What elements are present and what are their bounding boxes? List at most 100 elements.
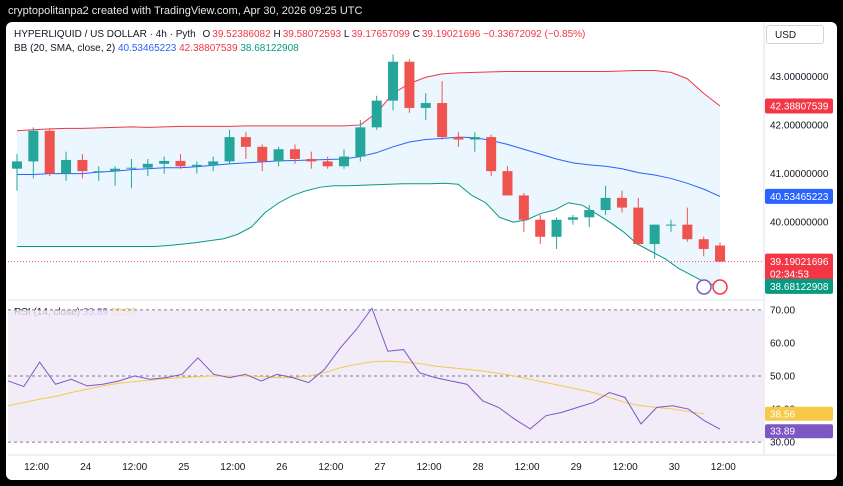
candle <box>616 190 627 213</box>
candle <box>208 156 219 172</box>
candle <box>633 197 644 245</box>
candle <box>715 242 726 263</box>
candle <box>93 166 104 181</box>
symbol-title[interactable]: HYPERLIQUID / US DOLLAR · 4h · Pyth <box>14 29 196 40</box>
low-label: L <box>343 29 350 40</box>
time-tick-label: 30 <box>669 462 681 473</box>
candle <box>469 132 480 152</box>
bb-lower-value: 38.68122908 <box>240 43 299 54</box>
close-label: C <box>412 29 420 40</box>
candle-body <box>453 137 464 140</box>
bb-upper-value: 42.38807539 <box>179 43 238 54</box>
candle-body <box>371 100 382 128</box>
candle-body <box>404 61 415 108</box>
candle <box>486 134 497 176</box>
candle <box>600 185 611 215</box>
candle-body <box>486 137 497 172</box>
candle-body <box>682 224 693 240</box>
candle-body <box>666 224 676 226</box>
candle-body <box>142 163 153 168</box>
watermark: cryptopolitanpa2 created with TradingVie… <box>8 5 363 17</box>
time-tick-label: 12:00 <box>24 462 49 473</box>
candle <box>126 158 137 189</box>
candle-body <box>240 137 251 147</box>
candle-body <box>93 171 104 173</box>
candle-body <box>388 61 399 101</box>
candle <box>404 59 415 113</box>
candle <box>306 151 317 169</box>
candle <box>371 95 382 130</box>
time-tick-label: 12:00 <box>318 462 343 473</box>
candle <box>257 144 268 172</box>
low-value: 39.17657099 <box>351 29 410 40</box>
candle <box>240 132 251 159</box>
time-tick-label: 24 <box>80 462 92 473</box>
time-tick-label: 12:00 <box>122 462 147 473</box>
candle <box>28 127 39 179</box>
candle <box>437 81 448 140</box>
bb-upper-line <box>16 69 721 132</box>
candle <box>61 151 72 181</box>
price-tick-label: 41.00000000 <box>770 169 829 180</box>
candle-body <box>502 171 513 196</box>
candle-body <box>420 103 431 108</box>
event-badge-icon <box>696 279 712 295</box>
candle-body <box>567 217 578 220</box>
bb-basis-value: 40.53465223 <box>117 43 177 54</box>
candle-body <box>159 160 170 164</box>
currency-button[interactable]: USD <box>766 25 824 44</box>
candle-body <box>535 219 546 237</box>
time-tick-label: 27 <box>374 462 386 473</box>
candle <box>698 236 709 257</box>
candle <box>453 132 464 147</box>
candle <box>322 156 333 169</box>
candle <box>535 214 546 245</box>
time-tick-label: 29 <box>571 462 583 473</box>
upper-band-tag: 42.38807539 <box>770 101 829 112</box>
open-value: 39.52386082 <box>212 29 271 40</box>
candle <box>224 129 235 164</box>
candle-body <box>698 239 709 249</box>
rsi-tick-label: 30.00 <box>770 438 795 449</box>
candle-body <box>289 149 300 159</box>
candle <box>502 166 513 196</box>
rsi-tag-bg <box>765 424 833 439</box>
candle-body <box>61 159 72 174</box>
bb-basis-line <box>17 136 721 197</box>
bb-legend[interactable]: BB (20, SMA, close, 2) 40.53465223 42.38… <box>14 43 299 54</box>
candle <box>666 219 676 232</box>
high-value: 39.58072593 <box>282 29 342 40</box>
lower-band-tag: 38.68122908 <box>770 282 829 293</box>
rsi-tick-label: 60.00 <box>770 338 795 349</box>
candle-body <box>306 158 317 162</box>
candle <box>567 214 578 225</box>
candle <box>44 128 55 176</box>
candle-body <box>339 156 349 167</box>
candle-body <box>208 161 219 165</box>
candle-body <box>649 224 660 245</box>
candle <box>339 149 349 169</box>
candle-body <box>44 130 55 174</box>
change-value: −0.33672092 (−0.85%) <box>483 29 586 40</box>
rsi-ma-tag: 38.56 <box>770 409 795 420</box>
candle-body <box>77 159 88 172</box>
candle-body <box>224 137 235 162</box>
time-tick-label: 28 <box>473 462 485 473</box>
candle <box>584 205 595 228</box>
time-tick-label: 26 <box>276 462 288 473</box>
rsi-ma-line <box>7 360 705 415</box>
candle-body <box>584 210 595 218</box>
last-price-tag: 39.19021696 <box>770 257 829 268</box>
candle-body <box>110 168 121 172</box>
candle <box>551 217 562 249</box>
candle <box>420 93 431 121</box>
symbol-legend: HYPERLIQUID / US DOLLAR · 4h · Pyth O 39.… <box>14 29 585 40</box>
candle-body <box>469 137 480 140</box>
time-tick-label: 12:00 <box>515 462 540 473</box>
candle-body <box>518 195 529 220</box>
candle <box>388 54 399 111</box>
candle <box>12 154 22 191</box>
time-tick-label: 12:00 <box>711 462 736 473</box>
